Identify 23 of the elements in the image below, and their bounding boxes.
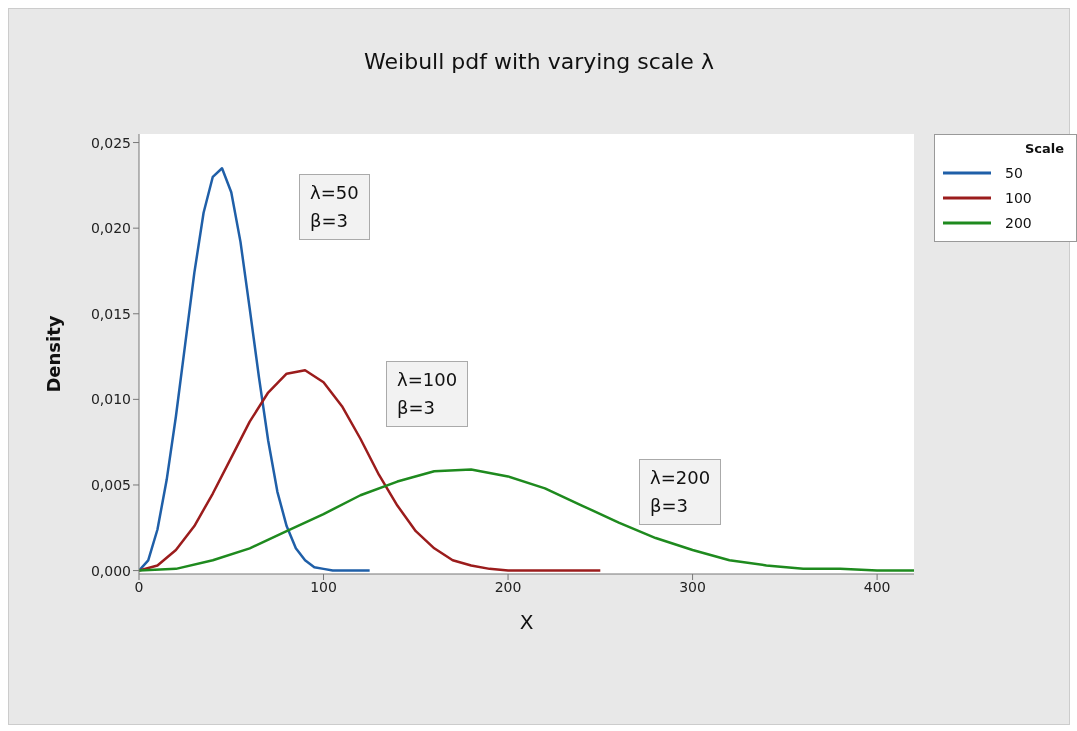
line-series — [139, 369, 602, 572]
y-axis-title: Density — [43, 315, 65, 393]
y-tick-label: 0,025 — [90, 134, 131, 151]
x-tick-label: 100 — [310, 578, 337, 595]
y-tick-label: 0,020 — [90, 220, 131, 237]
x-axis-title: X — [519, 610, 534, 634]
annotation: λ=50 β=3 — [299, 174, 370, 240]
y-tick-label: 0,005 — [90, 476, 131, 493]
x-tick-label: 200 — [494, 578, 522, 595]
chart-title: Weibull pdf with varying scale λ — [363, 49, 715, 74]
annotation: λ=100 β=3 — [386, 361, 469, 427]
x-tick-label: 0 — [134, 578, 144, 595]
legend-label: 100 — [1005, 189, 1032, 206]
legend-title: Scale — [1023, 141, 1065, 156]
y-tick-label: 0,000 — [90, 562, 131, 579]
line-series — [139, 166, 371, 572]
y-tick-label: 0,010 — [90, 391, 131, 408]
x-tick-label: 400 — [863, 578, 891, 595]
legend-label: 200 — [1005, 214, 1032, 231]
annotation: λ=200 β=3 — [639, 459, 722, 525]
x-tick-label: 300 — [679, 578, 706, 595]
y-tick-label: 0,015 — [90, 305, 131, 322]
legend-label: 50 — [1005, 164, 1023, 181]
